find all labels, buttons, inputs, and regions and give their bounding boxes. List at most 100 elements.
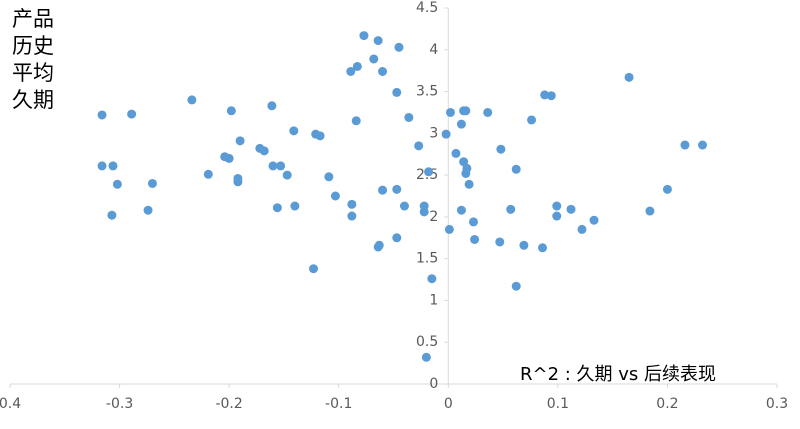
y-tick-label: 4.5	[416, 0, 438, 16]
point	[290, 201, 300, 211]
point	[456, 205, 466, 215]
point	[147, 178, 157, 188]
point	[315, 131, 325, 141]
point	[461, 168, 471, 178]
point	[527, 115, 537, 125]
point	[374, 240, 384, 250]
point	[459, 157, 469, 167]
point	[444, 224, 454, 234]
point	[359, 31, 369, 41]
point	[347, 211, 357, 221]
point	[272, 203, 282, 213]
point	[662, 184, 672, 194]
point	[566, 204, 576, 214]
point	[346, 67, 356, 77]
point	[276, 161, 286, 171]
point	[203, 169, 213, 179]
point	[404, 112, 414, 122]
point	[697, 140, 707, 150]
y-tick-label: 1.5	[416, 251, 438, 267]
point	[511, 164, 521, 174]
point	[456, 119, 466, 129]
point	[259, 146, 269, 156]
point	[289, 126, 299, 136]
point	[495, 237, 505, 247]
point	[330, 191, 340, 201]
point	[282, 170, 292, 180]
point	[394, 42, 404, 52]
point	[577, 224, 587, 234]
point	[392, 233, 402, 243]
x-tick-label: -0.3	[106, 396, 133, 412]
point	[224, 153, 234, 163]
point	[347, 199, 357, 209]
point	[143, 205, 153, 215]
x-tick-label: 0.4	[0, 396, 21, 412]
point	[392, 184, 402, 194]
point	[369, 54, 379, 64]
point	[268, 161, 278, 171]
point	[519, 240, 529, 250]
point	[373, 36, 383, 46]
x-tick-label: -0.2	[215, 396, 242, 412]
x-tick-label: 0	[444, 396, 453, 412]
point	[424, 167, 434, 177]
point	[511, 281, 521, 291]
point	[112, 179, 122, 189]
point	[233, 177, 243, 187]
point	[414, 141, 424, 151]
y-axis-label: 产品历史平均久期	[12, 7, 54, 112]
point	[107, 210, 117, 220]
point	[538, 243, 548, 253]
point	[464, 179, 474, 189]
y-tick-label: 0.5	[416, 334, 438, 350]
point	[352, 61, 362, 71]
point	[419, 207, 429, 217]
y-tick-label: 2	[429, 209, 438, 225]
point	[187, 95, 197, 105]
point	[392, 87, 402, 97]
point	[108, 161, 118, 171]
point	[589, 215, 599, 225]
point	[309, 264, 319, 274]
y-tick-label: 0	[429, 376, 438, 392]
point	[552, 211, 562, 221]
annotation: R^2 : 久期 vs 后续表现	[520, 364, 716, 385]
point	[483, 107, 493, 117]
point	[427, 274, 437, 284]
point	[421, 352, 431, 362]
y-tick-label: 1	[429, 292, 438, 308]
point	[226, 106, 236, 116]
y-tick-label: 3.5	[416, 84, 438, 100]
point	[127, 109, 137, 119]
y-tick-label: 4	[429, 42, 438, 58]
point	[267, 101, 277, 111]
point	[378, 185, 388, 195]
point	[552, 201, 562, 211]
point	[468, 217, 478, 227]
point	[97, 161, 107, 171]
point	[441, 129, 451, 139]
x-tick-label: 0.1	[547, 396, 569, 412]
point	[351, 116, 361, 126]
point	[445, 107, 455, 117]
point	[399, 201, 409, 211]
point	[324, 172, 334, 182]
point	[540, 90, 550, 100]
y-tick-label: 3	[429, 125, 438, 141]
point	[645, 206, 655, 216]
point	[680, 140, 690, 150]
point	[470, 234, 480, 244]
point	[451, 148, 461, 158]
x-tick-label: -0.1	[325, 396, 352, 412]
point	[506, 204, 516, 214]
point	[546, 91, 556, 101]
x-tick-label: 0.2	[656, 396, 678, 412]
point	[496, 144, 506, 154]
point	[235, 136, 245, 146]
x-tick-label: 0.3	[766, 396, 788, 412]
point	[97, 110, 107, 120]
point	[378, 67, 388, 77]
